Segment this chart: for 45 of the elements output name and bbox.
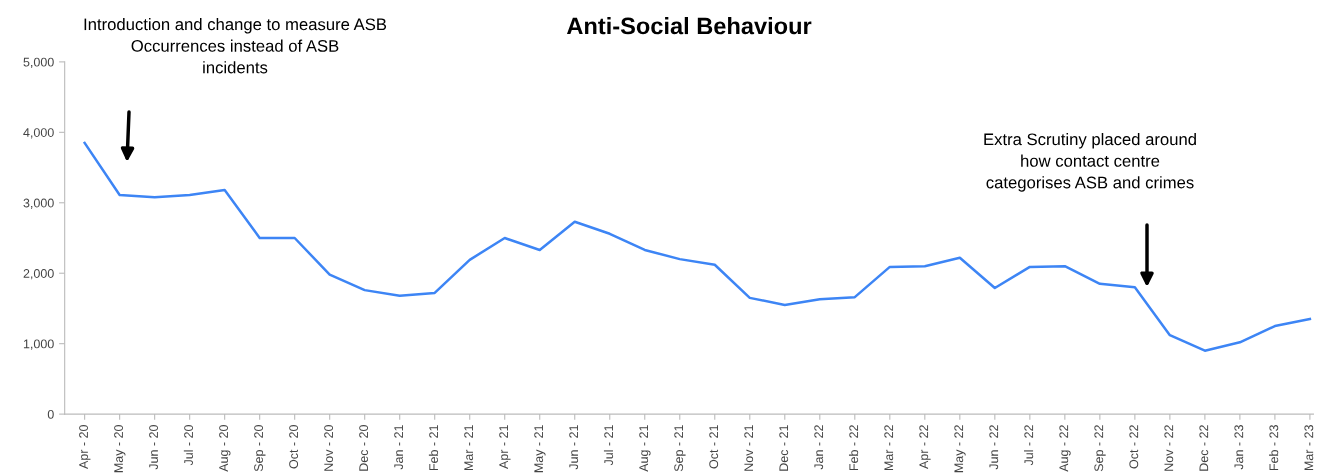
x-tick-label: Nov - 20 — [324, 425, 334, 471]
x-tick-label: Sep - 20 — [254, 425, 266, 472]
x-tick-label: Nov - 21 — [744, 425, 754, 471]
x-tick-label: Feb - 21 — [428, 425, 439, 471]
x-tick-label: Apr - 21 — [499, 425, 511, 469]
x-tick-label: May - 21 — [534, 425, 546, 473]
x-tick-label: May - 20 — [114, 425, 126, 473]
annotation: Introduction and change to measure ASB Occurrences instead of ASB incidents — [84, 18, 387, 74]
x-tick-label: Oct - 22 — [1129, 425, 1139, 469]
x-tick-label: Jun - 21 — [569, 425, 579, 470]
x-tick-label: Sep - 21 — [674, 425, 686, 472]
x-tick-label: Jun - 22 — [989, 425, 999, 470]
x-tick-label: May - 22 — [954, 425, 966, 473]
y-tick-label: 5,000 — [23, 57, 54, 69]
x-tick-label: Dec - 21 — [779, 425, 789, 471]
x-tick-label: Jul - 22 — [1024, 425, 1034, 466]
x-tick-label: Feb - 22 — [848, 425, 859, 471]
x-tick-label: Apr - 22 — [919, 425, 931, 469]
y-tick-label: 3,000 — [23, 198, 54, 209]
x-tick-label: Mar - 23 — [1304, 425, 1314, 471]
x-tick-label: Nov - 22 — [1164, 425, 1174, 471]
chart-title: Anti-Social Behaviour — [566, 16, 812, 35]
annotation: Extra Scrutiny placed around how contact centre categorises ASB and crimes — [984, 133, 1196, 192]
y-tick-label: 4,000 — [23, 128, 54, 139]
y-tick-label: 2,000 — [23, 269, 54, 280]
x-tick-label: Oct - 20 — [289, 425, 299, 469]
x-tick-label: Mar - 21 — [464, 425, 474, 471]
x-tick-label: Aug - 21 — [639, 425, 651, 472]
x-tick-label: Apr - 20 — [79, 425, 91, 469]
x-tick-label: Dec - 22 — [1199, 425, 1209, 471]
x-tick-label: Mar - 22 — [884, 425, 894, 471]
x-tick-label: Dec - 20 — [359, 425, 369, 471]
x-tick-label: Jan - 22 — [814, 425, 824, 470]
x-tick-label: Sep - 22 — [1094, 425, 1106, 472]
x-tick-label: Feb - 23 — [1269, 425, 1279, 471]
x-tick-label: Jun - 20 — [149, 425, 158, 470]
y-tick-label: 0 — [47, 409, 54, 419]
x-tick-label: Jul - 20 — [183, 425, 194, 466]
x-tick-label: Jan - 21 — [394, 425, 404, 470]
x-tick-label: Aug - 22 — [1059, 425, 1071, 472]
x-tick-label: Aug - 20 — [219, 425, 231, 472]
y-tick-label: 1,000 — [23, 339, 54, 350]
x-tick-label: Oct - 21 — [709, 425, 719, 469]
x-tick-label: Jan - 23 — [1234, 425, 1244, 470]
x-tick-label: Jul - 21 — [603, 425, 614, 466]
